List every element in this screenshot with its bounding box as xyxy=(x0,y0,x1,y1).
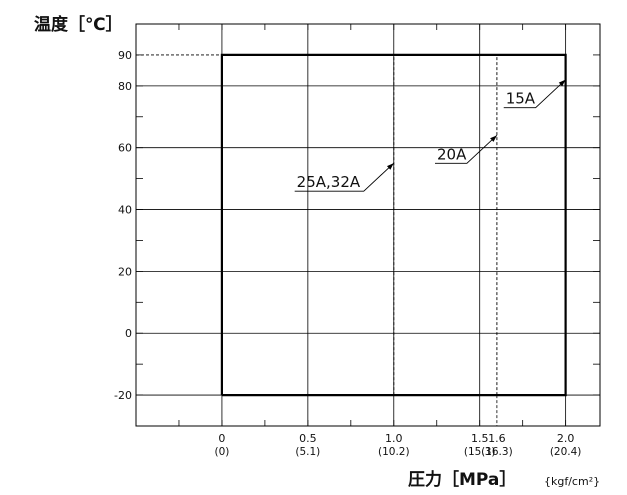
x-tick-label: 1.0 xyxy=(385,432,403,445)
reference-lines xyxy=(136,54,498,426)
y-tick-label: 0 xyxy=(125,327,132,340)
annotation-20a-leader xyxy=(434,134,498,164)
x-tick-label: 0.5 xyxy=(299,432,317,445)
y-tick-label: 90 xyxy=(118,49,132,62)
annotation-15a-arrowhead xyxy=(558,79,566,87)
x-tick-sublabel: (5.1) xyxy=(295,446,320,458)
x-tick-sublabel: (16.3) xyxy=(481,446,513,458)
grid-lines xyxy=(135,23,600,427)
plot-area-frame xyxy=(135,23,601,427)
annotation-25a-32a-leader xyxy=(294,162,395,192)
y-axis-title: 温度［℃］ xyxy=(34,14,123,35)
x-tick-sublabel: (0) xyxy=(214,446,229,458)
annotation-20a-label: 20A xyxy=(437,145,467,163)
x-tick-label: 1.5 xyxy=(471,432,489,445)
axis-ticks: -20020406080900(0)0.5(5.1)1.0(10.2)1.5(1… xyxy=(114,49,581,458)
x-tick-sublabel: (20.4) xyxy=(550,446,582,458)
y-tick-label: 20 xyxy=(118,265,132,278)
annotation-25a-32a-arrowhead xyxy=(386,163,394,170)
x-tick-label: 2.0 xyxy=(557,432,575,445)
x-tick-label: 0 xyxy=(218,432,225,445)
series-layer xyxy=(220,53,567,397)
x-tick-label: 1.6 xyxy=(488,432,506,445)
annotations: 15A 20A 25A,32A xyxy=(294,79,566,192)
annotation-25a-32a-label: 25A,32A xyxy=(297,173,361,191)
annotation-20a-arrowhead xyxy=(490,135,497,142)
annotation-15a-leader xyxy=(503,79,566,109)
annotation-15a-label: 15A xyxy=(506,90,536,108)
y-tick-label: 60 xyxy=(118,142,132,155)
x-axis-title: 圧力［MPa］ xyxy=(408,469,516,490)
y-tick-label: 40 xyxy=(118,204,132,217)
y-tick-label: 80 xyxy=(118,80,132,93)
y-tick-label: -20 xyxy=(114,389,132,402)
x-axis-unit: {kgf/cm²} xyxy=(544,475,600,488)
x-tick-sublabel: (15.3) xyxy=(464,446,496,458)
x-tick-sublabel: (10.2) xyxy=(378,446,410,458)
series-15a xyxy=(220,53,567,397)
